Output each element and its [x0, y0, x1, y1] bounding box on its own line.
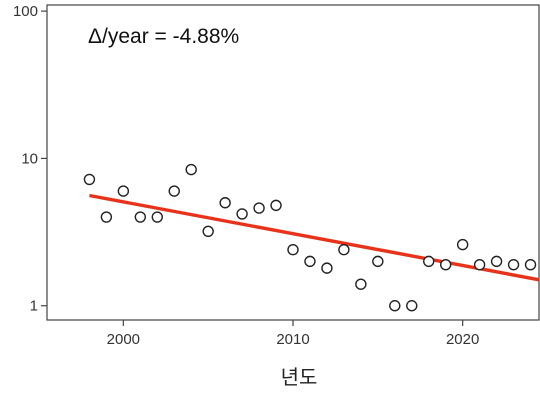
data-point [117, 185, 130, 197]
data-point [406, 300, 418, 312]
data-point [372, 255, 384, 268]
y-tick-label: 10 [21, 150, 38, 167]
data-point [202, 225, 214, 238]
trend-layer [89, 193, 540, 282]
axes: 1 10 100 2000 2010 2020 [13, 3, 540, 348]
data-point [236, 208, 248, 220]
data-point [439, 258, 452, 271]
data-point [168, 185, 180, 197]
trend-line [89, 193, 540, 282]
x-tick-label: 2020 [446, 331, 479, 348]
data-point [524, 258, 537, 271]
data-point [83, 173, 96, 186]
y-tick-label: 100 [13, 3, 38, 20]
data-point [100, 211, 113, 223]
data-point [389, 300, 401, 312]
data-point [304, 255, 316, 268]
data-point [270, 199, 282, 212]
data-point [321, 262, 333, 274]
x-tick-label: 2010 [276, 331, 309, 348]
data-point [490, 255, 503, 268]
data-point [287, 244, 299, 256]
data-point [151, 211, 163, 223]
x-tick-label: 2000 [107, 331, 140, 348]
plot-frame [46, 4, 540, 321]
data-point [355, 278, 367, 290]
points-layer [83, 163, 537, 312]
y-tick-label: 1 [30, 298, 38, 315]
slope-annotation: Δ/year = -4.88% [88, 25, 239, 48]
data-point [507, 258, 520, 271]
data-point [473, 258, 486, 271]
data-point [219, 197, 231, 209]
data-point [134, 211, 147, 223]
data-point [456, 238, 469, 251]
data-point [338, 244, 350, 256]
data-point [423, 255, 435, 268]
x-axis-title: 년도 [281, 365, 318, 389]
data-point [185, 163, 197, 176]
data-point [253, 202, 265, 214]
